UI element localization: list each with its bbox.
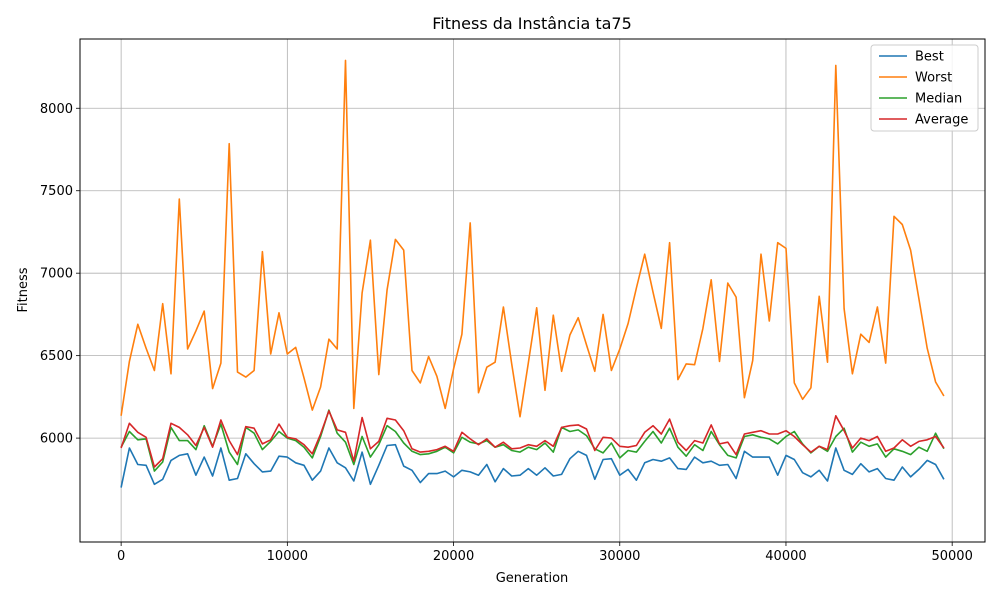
legend-label-median: Median bbox=[915, 92, 962, 107]
y-tick-label: 6000 bbox=[40, 432, 73, 447]
x-tick-label: 0 bbox=[117, 549, 125, 564]
y-tick-label: 8000 bbox=[40, 102, 73, 117]
series-line-average bbox=[120, 410, 945, 468]
x-tick-label: 30000 bbox=[599, 549, 640, 564]
axis-ticks: 0 10000 20000 30000 40000 50000 6000 6500 7000 75… bbox=[40, 102, 973, 564]
legend-label-best: Best bbox=[915, 50, 944, 65]
chart-title: Fitness da Instância ta75 bbox=[432, 14, 632, 33]
series-line-best bbox=[120, 443, 945, 488]
x-axis-label: Generation bbox=[496, 571, 569, 586]
y-tick-label: 6500 bbox=[40, 349, 73, 364]
y-axis-label: Fitness bbox=[16, 267, 31, 312]
x-tick-label: 10000 bbox=[267, 549, 308, 564]
series-line-worst bbox=[120, 59, 945, 418]
legend: Best Worst Median Average bbox=[870, 44, 979, 132]
y-tick-label: 7000 bbox=[40, 267, 73, 282]
y-tick-label: 7500 bbox=[40, 184, 73, 199]
x-tick-label: 40000 bbox=[765, 549, 806, 564]
legend-label-worst: Worst bbox=[915, 71, 952, 86]
plot-frame bbox=[79, 38, 986, 543]
legend-box bbox=[870, 44, 979, 132]
series-lines bbox=[120, 59, 945, 488]
x-tick-label: 20000 bbox=[433, 549, 474, 564]
x-tick-label: 50000 bbox=[931, 549, 972, 564]
legend-label-average: Average bbox=[915, 113, 968, 128]
